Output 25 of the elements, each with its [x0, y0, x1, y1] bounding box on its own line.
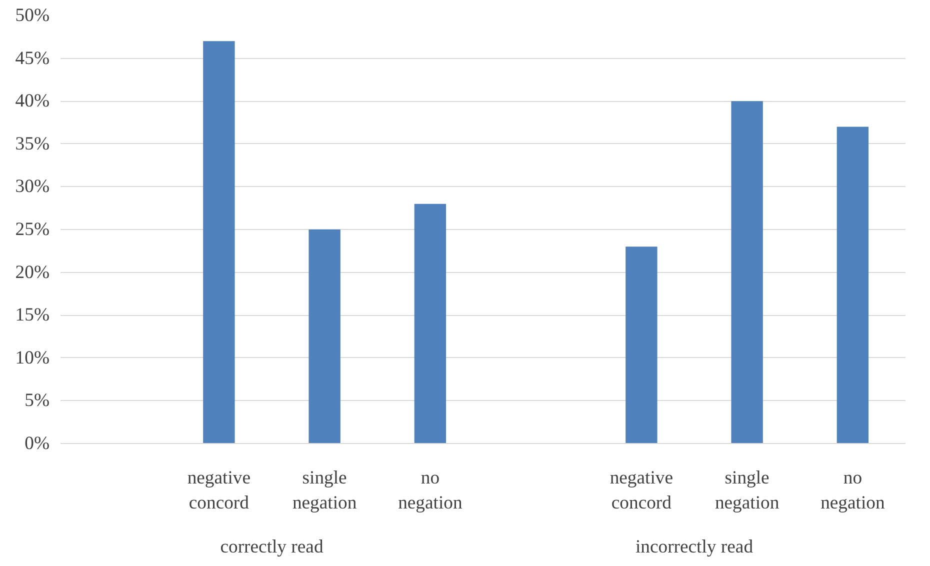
y-tick-label: 15% — [15, 304, 50, 326]
x-tick-label: no negation — [398, 468, 463, 514]
y-tick-label: 25% — [15, 219, 50, 240]
y-tick-label: 5% — [24, 390, 50, 412]
bar — [203, 41, 235, 444]
y-tick-label: 10% — [15, 347, 50, 368]
y-tick-label: 35% — [15, 133, 50, 154]
text: incorrectly read — [635, 536, 754, 558]
bar — [414, 204, 446, 444]
x-tick-label: negative concord — [610, 468, 674, 514]
bar — [626, 246, 658, 444]
y-tick-label: 0% — [24, 433, 50, 454]
bar — [731, 101, 763, 444]
x-tick-label: no negation — [820, 468, 886, 514]
y-tick-label: 20% — [15, 262, 50, 283]
y-tick-label: 30% — [15, 176, 50, 198]
x-tick-label: single negation — [292, 468, 358, 514]
y-tick-label: 50% — [15, 5, 50, 26]
bar — [836, 126, 869, 444]
x-tick-label: single negation — [714, 468, 780, 514]
y-tick-label: 45% — [15, 48, 50, 69]
bar — [308, 230, 340, 444]
y-tick-label: 40% — [15, 90, 50, 112]
x-tick-label: negative concord — [187, 468, 251, 514]
text: correctly read — [220, 536, 324, 558]
